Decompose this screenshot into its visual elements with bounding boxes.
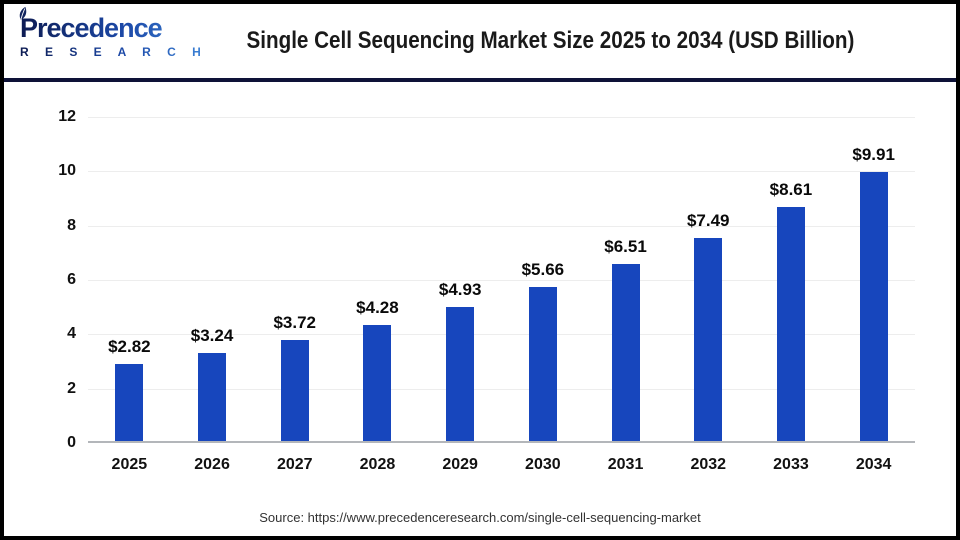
gridline-y-10	[88, 171, 915, 173]
x-axis-label-2032: 2032	[690, 456, 727, 473]
header-divider	[4, 78, 956, 82]
bar-value-label-2034: $9.91	[852, 145, 895, 164]
bar-2028	[363, 325, 392, 441]
x-axis-label-2027: 2027	[276, 456, 313, 473]
bar-2027	[280, 340, 309, 441]
x-axis-label-2028: 2028	[359, 456, 396, 473]
source-text: Source: https://www.precedenceresearch.c…	[259, 510, 701, 525]
y-axis-label-12: 12	[58, 108, 76, 125]
chart-region: $2.82 $3.24 $3.72 $4.28 $4.93 $5.66 $6.51 $7.49…	[4, 82, 956, 536]
bar-value-label-2029: $4.93	[438, 280, 482, 299]
gridline-y-12	[88, 117, 915, 118]
bar-2030	[528, 287, 557, 441]
bar-chart-plot-area: $2.82 $3.24 $3.72 $4.28 $4.93 $5.66 $6.51 $7.49…	[88, 117, 915, 443]
y-axis-label-4: 4	[67, 325, 76, 343]
bar-value-label-2027: $3.72	[273, 313, 317, 332]
gridline-y-2	[88, 388, 915, 390]
bar-value-label-2028: $4.28	[356, 298, 399, 317]
x-axis-label-2033: 2033	[773, 456, 809, 473]
logo-subtext: R E S E A R C H	[20, 45, 210, 59]
gridline-y-6	[88, 280, 915, 281]
bar-value-label-2025: $2.82	[108, 337, 151, 356]
y-axis-label-8: 8	[67, 216, 76, 234]
bar-value-label-2031: $6.51	[604, 237, 647, 256]
y-axis-label-0: 0	[67, 434, 76, 451]
x-axis-label-2025: 2025	[111, 456, 148, 473]
x-axis-label-2029: 2029	[442, 456, 478, 473]
gridline-y-8	[88, 225, 915, 227]
page-title: Single Cell Sequencing Market Size 2025 …	[246, 27, 854, 54]
gridline-y-4	[88, 334, 915, 336]
bar-value-label-2033: $8.61	[769, 180, 813, 199]
bar-value-label-2032: $7.49	[686, 211, 730, 230]
bar-value-label-2030: $5.66	[521, 260, 565, 279]
x-axis-label-2026: 2026	[194, 456, 230, 473]
y-axis-label-10: 10	[58, 162, 76, 180]
bar-2026	[198, 353, 227, 441]
logo-wordmark: Precedence	[20, 13, 210, 43]
y-axis-label-6: 6	[67, 271, 76, 288]
leaf-icon	[19, 6, 27, 20]
bar-2029	[446, 307, 475, 441]
y-axis-label-2: 2	[67, 379, 76, 397]
bar-2033	[776, 207, 805, 441]
bar-value-label-2026: $3.24	[190, 326, 234, 345]
x-axis-label-2034: 2034	[855, 456, 892, 473]
bar-2031	[611, 264, 640, 441]
bar-2032	[694, 238, 723, 441]
title-wrap: Single Cell Sequencing Market Size 2025 …	[174, 4, 926, 78]
header: Precedence R E S E A R C H Single Cell S…	[4, 4, 956, 78]
x-axis-label-2030: 2030	[525, 456, 561, 473]
precedence-research-logo: Precedence R E S E A R C H	[19, 6, 210, 59]
bar-2025	[115, 364, 144, 441]
x-axis-label-2031: 2031	[607, 456, 644, 473]
bar-2034	[859, 172, 888, 441]
